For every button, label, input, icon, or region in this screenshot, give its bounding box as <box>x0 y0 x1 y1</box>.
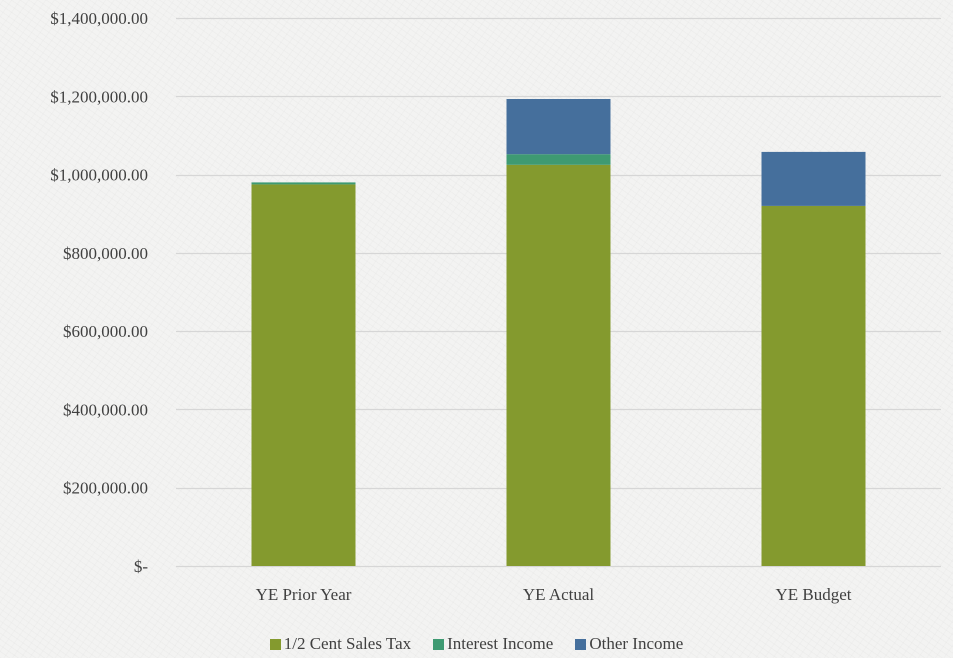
y-tick-label: $1,400,000.00 <box>50 9 148 28</box>
legend-swatch-other-income <box>575 638 587 650</box>
y-axis-tick-labels: $- $200,000.00 $400,000.00 $600,000.00 $800,… <box>50 9 148 576</box>
bars <box>251 99 866 567</box>
x-axis-tick-labels: YE Prior Year YE Actual YE Budget <box>256 585 852 604</box>
legend: 1/2 Cent Sales Tax Interest Income Other… <box>0 634 953 654</box>
bar-segment <box>761 151 866 206</box>
legend-label-sales-tax: 1/2 Cent Sales Tax <box>283 634 412 653</box>
legend-item-sales-tax: 1/2 Cent Sales Tax <box>269 634 412 654</box>
y-tick-label: $1,200,000.00 <box>50 87 148 106</box>
legend-item-other-income: Other Income <box>575 634 683 654</box>
bar-segment <box>506 99 611 155</box>
bar-segment <box>251 182 356 185</box>
legend-label-interest-income: Interest Income <box>447 634 554 653</box>
y-tick-label: $600,000.00 <box>63 322 148 341</box>
legend-swatch-sales-tax <box>269 638 281 650</box>
y-tick-label: $200,000.00 <box>63 479 148 498</box>
bar-segment <box>506 164 611 567</box>
y-tick-label: $800,000.00 <box>63 244 148 263</box>
bar-segment <box>761 205 866 566</box>
y-tick-label: $- <box>134 557 149 576</box>
bar-segment <box>251 184 356 566</box>
legend-swatch-interest-income <box>433 638 445 650</box>
x-tick-label: YE Actual <box>523 585 595 604</box>
legend-label-other-income: Other Income <box>589 634 684 653</box>
y-tick-label: $1,000,000.00 <box>50 166 148 185</box>
x-tick-label: YE Budget <box>775 585 851 604</box>
y-tick-label: $400,000.00 <box>63 400 148 419</box>
bar-segment <box>506 154 611 165</box>
x-tick-label: YE Prior Year <box>256 585 352 604</box>
legend-item-interest-income: Interest Income <box>433 634 553 654</box>
